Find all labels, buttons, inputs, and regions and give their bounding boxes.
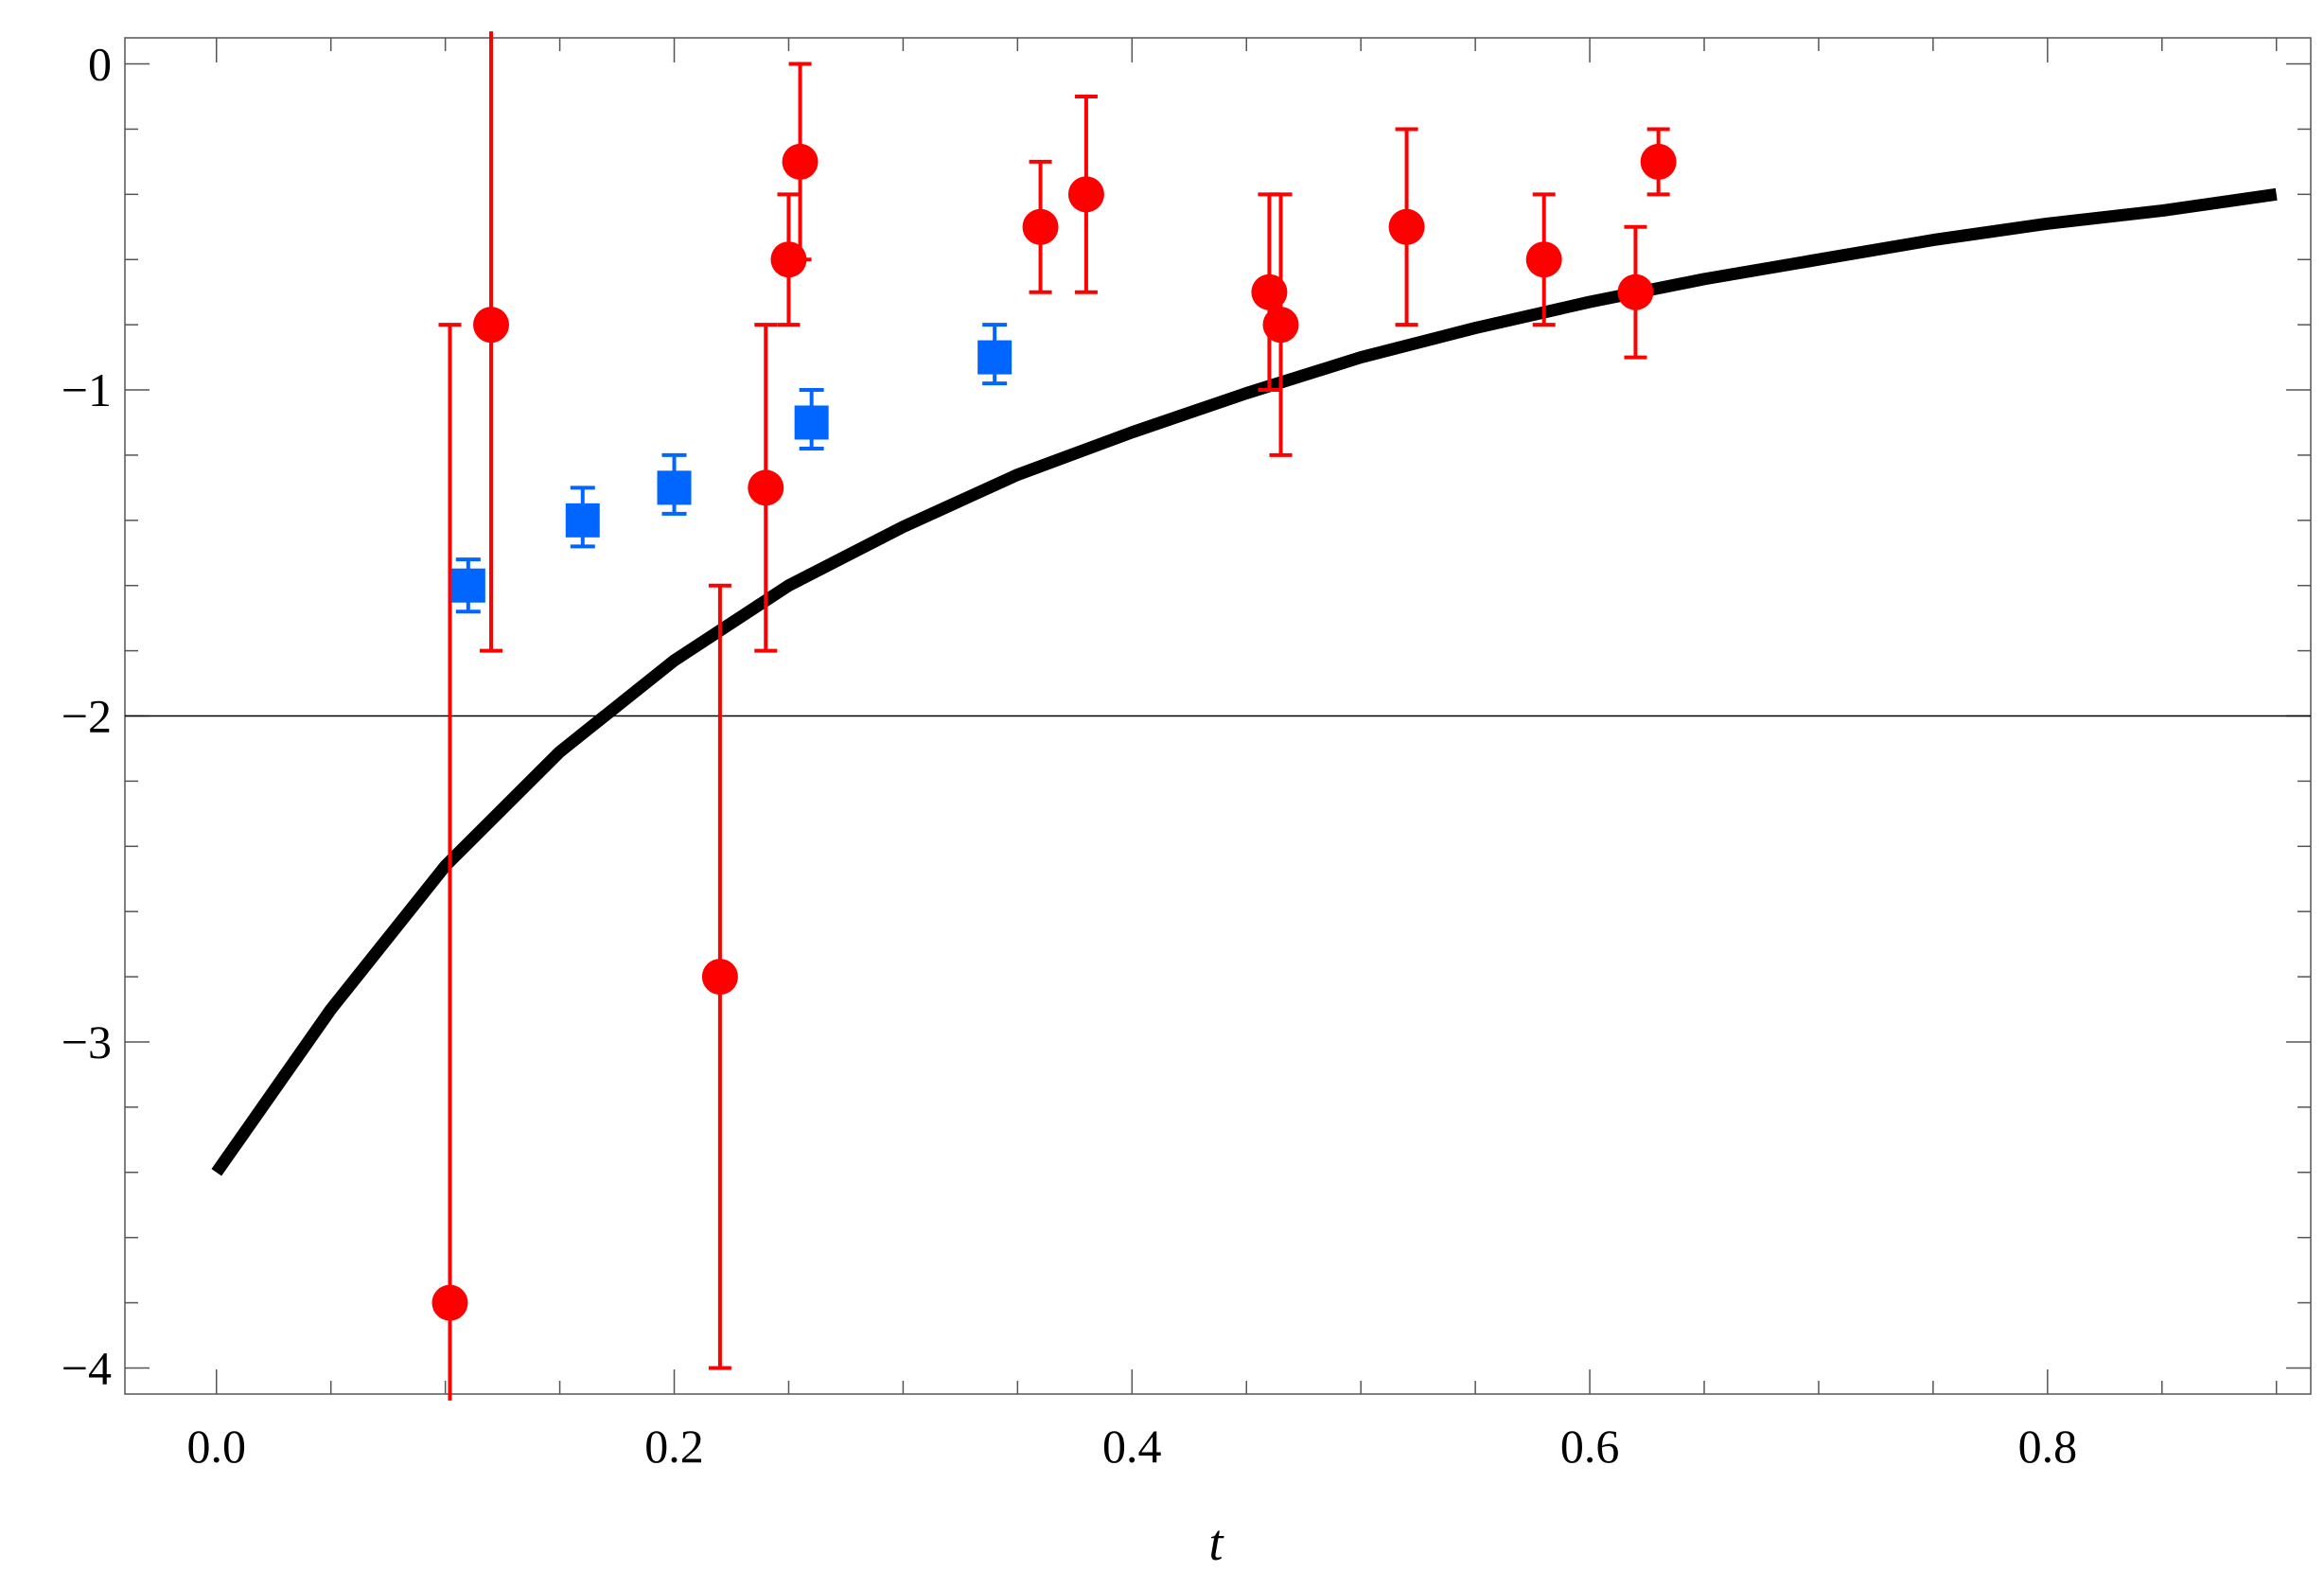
data-point-circle — [1388, 208, 1425, 245]
data-point-circle — [782, 143, 819, 180]
data-markers — [431, 143, 1677, 1321]
x-tick-label: 0.2 — [644, 1420, 704, 1473]
data-point-square — [565, 503, 600, 538]
data-point-circle — [1525, 241, 1562, 278]
x-tick-label: 0.6 — [1560, 1420, 1620, 1473]
data-point-circle — [431, 1284, 468, 1321]
data-point-circle — [473, 307, 510, 344]
data-point-square — [794, 405, 829, 440]
tick-labels: 0.0 0.2 0.4 0.6 0.8 0 −1 −2 −3 −4 — [62, 38, 2077, 1473]
data-point-circle — [1262, 307, 1299, 344]
y-tick-label: 0 — [88, 38, 112, 91]
y-tick-label: −1 — [62, 363, 112, 416]
data-point-square — [657, 470, 692, 505]
y-tick-label: −2 — [62, 690, 112, 743]
data-point-circle — [770, 241, 807, 278]
x-tick-label: 0.0 — [187, 1420, 247, 1473]
x-tick-label: 0.4 — [1102, 1420, 1162, 1473]
data-point-square — [450, 568, 485, 603]
data-point-circle — [1251, 274, 1288, 310]
error-bars — [438, 31, 1670, 1401]
data-point-circle — [1022, 208, 1059, 245]
data-point-circle — [748, 469, 784, 506]
y-tick-label: −4 — [62, 1341, 112, 1394]
model-curve — [211, 187, 2278, 1176]
x-axis-title: t — [1208, 1514, 1224, 1571]
y-tick-label: −3 — [62, 1015, 112, 1068]
data-point-circle — [701, 959, 738, 996]
data-point-square — [977, 340, 1012, 375]
x-tick-label: 0.8 — [2018, 1420, 2078, 1473]
data-point-circle — [1067, 176, 1104, 213]
data-point-circle — [1640, 143, 1677, 180]
data-point-circle — [1617, 274, 1654, 310]
model-curve-layer — [211, 187, 2278, 1176]
